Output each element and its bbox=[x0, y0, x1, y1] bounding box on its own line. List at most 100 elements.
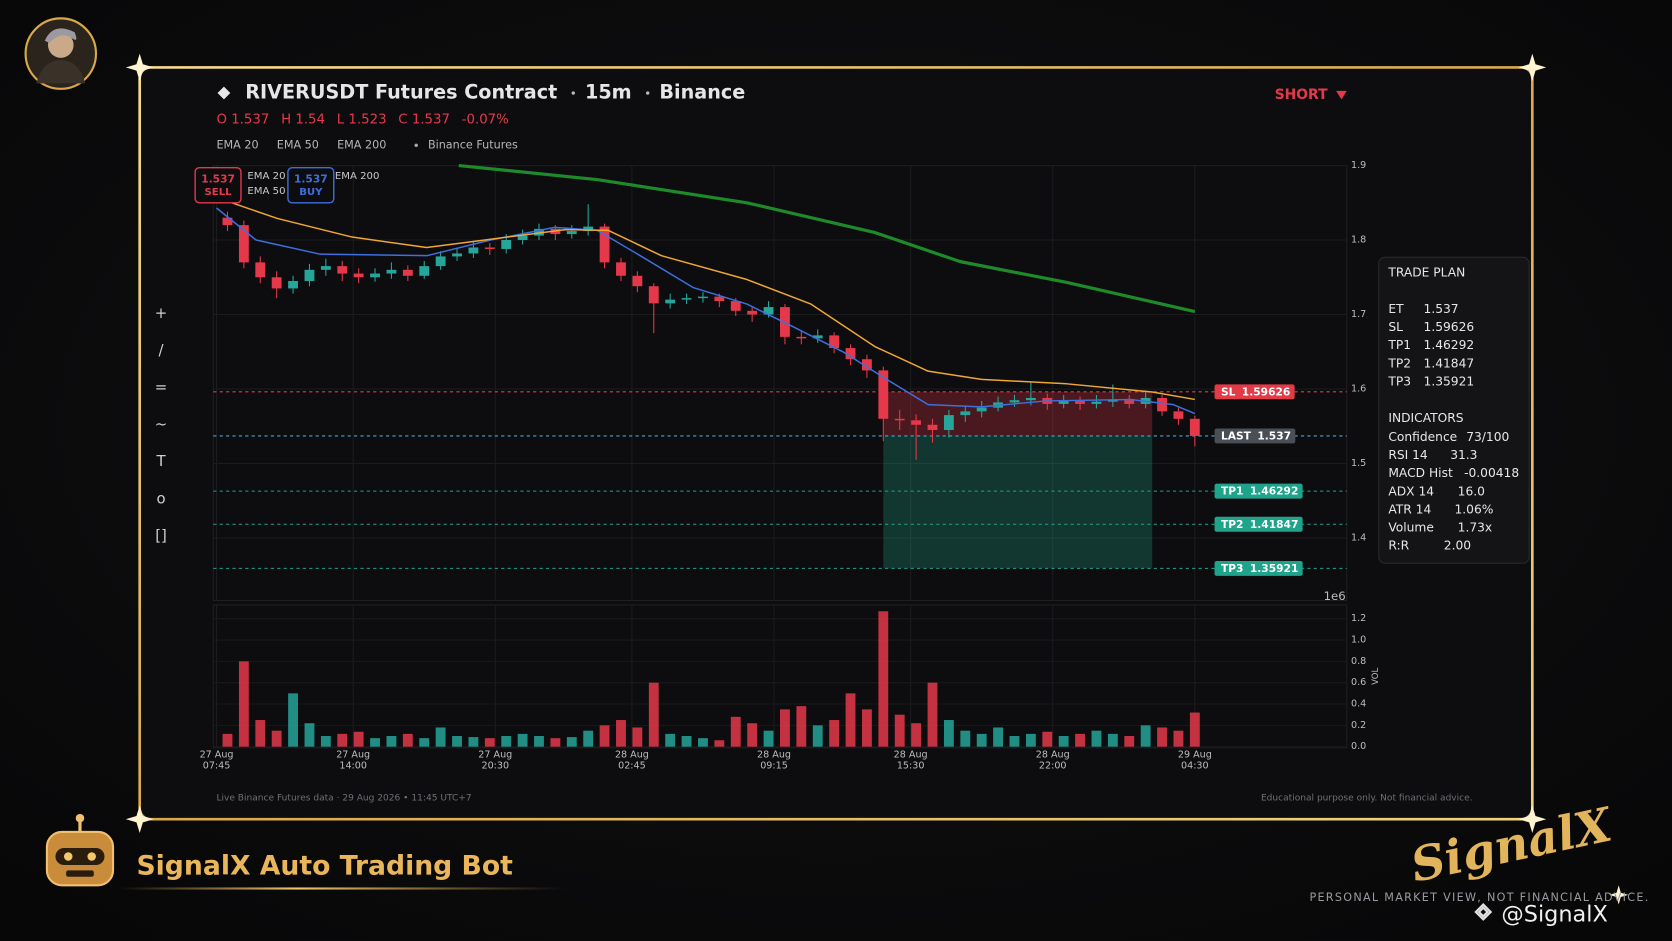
volume-bar bbox=[402, 733, 413, 747]
volume-bar bbox=[304, 723, 315, 747]
volume-bar bbox=[1058, 736, 1069, 747]
ohlc-value: 1.537 bbox=[412, 113, 450, 128]
volume-bar bbox=[501, 736, 512, 747]
volume-bar bbox=[1009, 736, 1020, 747]
volume-bar bbox=[861, 709, 872, 747]
volume-bar bbox=[320, 736, 331, 747]
level-text: TP3 1.35921 bbox=[1221, 562, 1298, 575]
x-tick-label: 27 Aug bbox=[200, 750, 234, 761]
x-tick-label: 27 Aug bbox=[336, 750, 370, 761]
indicator-value: 1.06% bbox=[1454, 502, 1493, 516]
candle-body bbox=[1157, 397, 1167, 412]
level-label: SL 1.59626 bbox=[1214, 384, 1295, 400]
trade-button[interactable] bbox=[287, 166, 335, 204]
candle-body bbox=[681, 298, 692, 300]
change: -0.07% bbox=[462, 113, 509, 128]
candle-body bbox=[1107, 400, 1118, 402]
level-label: LAST 1.537 bbox=[1214, 428, 1296, 444]
indicator-name: EMA 20 bbox=[216, 138, 258, 151]
frame-sparkles bbox=[125, 53, 1629, 905]
x-tick-label: 20:30 bbox=[481, 760, 509, 771]
plan-value: 1.537 bbox=[1424, 302, 1459, 316]
risk-zone bbox=[883, 391, 1153, 436]
tool-button[interactable]: [] bbox=[155, 526, 167, 544]
plan-label: TP3 bbox=[1387, 374, 1411, 388]
volume-bar bbox=[763, 730, 774, 747]
candle-body bbox=[419, 266, 430, 276]
volume-bar bbox=[370, 738, 380, 747]
volume-bar bbox=[714, 740, 725, 747]
x-tick-label: 28 Aug bbox=[1036, 750, 1070, 761]
volume-bar bbox=[681, 736, 692, 747]
offset-label: 1e6 bbox=[1324, 589, 1346, 603]
tool-button[interactable]: + bbox=[155, 304, 168, 322]
level-value: 1.537 bbox=[1257, 429, 1291, 442]
volume-bar bbox=[812, 725, 823, 747]
volume-bar bbox=[730, 716, 741, 747]
candle-body bbox=[894, 418, 905, 421]
tool-button[interactable]: ~ bbox=[155, 415, 168, 433]
separator bbox=[645, 91, 650, 95]
x-tick-label: 22:00 bbox=[1039, 760, 1067, 771]
glow-line bbox=[117, 887, 566, 890]
tool-button[interactable]: / bbox=[158, 341, 164, 359]
candle-body bbox=[1124, 400, 1135, 404]
indicator-value: 16.0 bbox=[1458, 484, 1485, 498]
volume-tick-label: 0.6 bbox=[1351, 677, 1366, 688]
candle-body bbox=[861, 359, 872, 371]
trade-button[interactable] bbox=[194, 166, 242, 204]
volume-bar bbox=[648, 682, 659, 747]
candle-body bbox=[698, 296, 708, 299]
ema-line bbox=[216, 207, 1196, 415]
tool-button[interactable]: = bbox=[155, 378, 168, 396]
volume-bar bbox=[845, 693, 856, 747]
candle-body bbox=[1025, 397, 1036, 401]
trade-plan-panel bbox=[1378, 256, 1530, 564]
candle-body bbox=[1058, 400, 1069, 404]
button-label: BUY bbox=[299, 187, 323, 198]
candle-body bbox=[484, 247, 495, 249]
y-tick-label: 1.9 bbox=[1351, 160, 1366, 171]
source: Binance Futures bbox=[428, 138, 518, 151]
volume-bar bbox=[337, 733, 348, 747]
candle-body bbox=[271, 277, 282, 289]
exchange: Binance bbox=[659, 81, 745, 104]
tool-button[interactable]: o bbox=[156, 489, 165, 507]
panel-title: INDICATORS bbox=[1388, 411, 1463, 425]
candle-body bbox=[337, 266, 348, 274]
x-tick-label: 07:45 bbox=[203, 760, 231, 771]
candle-body bbox=[599, 226, 610, 263]
level-label: TP2 1.41847 bbox=[1214, 516, 1303, 532]
level-value: 1.41847 bbox=[1250, 518, 1299, 531]
volume-bar bbox=[927, 682, 938, 747]
level-name: TP2 bbox=[1221, 518, 1244, 531]
volume-tick-label: 1.2 bbox=[1351, 613, 1366, 624]
level-name: TP3 bbox=[1221, 562, 1244, 575]
volume-bar bbox=[780, 709, 790, 747]
volume-bar bbox=[960, 730, 971, 747]
handle: @SignalX bbox=[1501, 902, 1607, 928]
volume-bar bbox=[238, 661, 249, 747]
tool-button[interactable]: T bbox=[155, 452, 166, 470]
volume-bar bbox=[1025, 733, 1036, 747]
volume-bar bbox=[1091, 730, 1102, 747]
indicator-value: 31.3 bbox=[1450, 448, 1477, 462]
separator bbox=[571, 91, 575, 95]
candle-body bbox=[911, 420, 922, 425]
volume-bar bbox=[468, 737, 479, 747]
button-label: SELL bbox=[205, 187, 233, 198]
volume-bar bbox=[665, 733, 676, 747]
volume-bar bbox=[599, 725, 610, 747]
volume-bar bbox=[583, 730, 594, 747]
volume-bar bbox=[566, 737, 577, 747]
candle-body bbox=[288, 281, 298, 289]
volume-bar bbox=[353, 731, 364, 747]
volume-bar bbox=[796, 706, 807, 747]
volume-bar bbox=[1157, 727, 1167, 747]
indicator-value: 1.73x bbox=[1458, 521, 1493, 535]
indicator-value: 2.00 bbox=[1444, 539, 1471, 553]
volume-bar bbox=[550, 738, 561, 747]
ohlc-name: C bbox=[398, 113, 407, 128]
avatar bbox=[24, 17, 98, 90]
candle-body bbox=[370, 273, 380, 278]
